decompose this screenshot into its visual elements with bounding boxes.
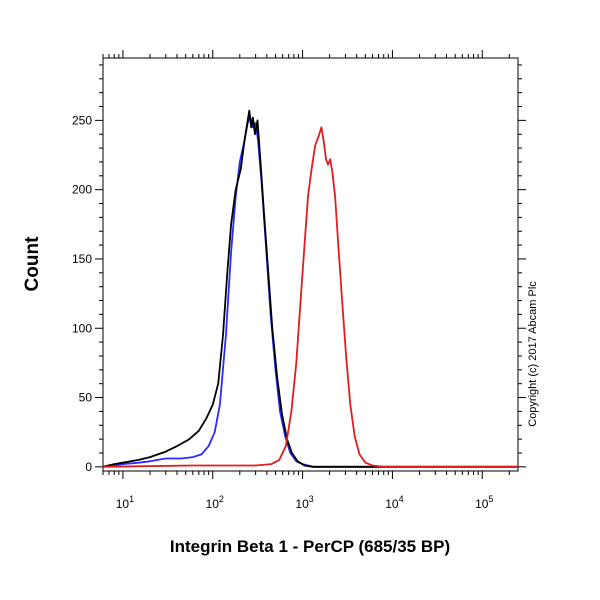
- x-tick-label: 105: [475, 494, 493, 511]
- x-tick-labels: 101 102 103 104 105: [116, 494, 494, 511]
- x-tick-label: 102: [206, 494, 224, 511]
- y-tick-label: 0: [85, 460, 92, 474]
- x-tick-label: 104: [385, 494, 403, 511]
- series-line-2: [102, 109, 518, 468]
- series-line-3: [102, 126, 518, 468]
- major-ticks: [95, 50, 526, 479]
- series-lines: [102, 109, 518, 468]
- x-axis-title: Integrin Beta 1 - PerCP (685/35 BP): [170, 537, 450, 556]
- y-tick-label: 250: [72, 113, 92, 127]
- series-line-1: [102, 116, 518, 468]
- y-tick-label: 100: [72, 321, 92, 335]
- plot-frame: [102, 57, 519, 472]
- minor-ticks: [99, 54, 522, 475]
- x-tick-label: 101: [116, 494, 134, 511]
- y-tick-label: 50: [79, 391, 93, 405]
- y-tick-labels: 0 50 100 150 200 250: [72, 113, 92, 473]
- copyright-annotation: Copyright (c) 2017 Abcam Plc: [527, 281, 539, 427]
- y-axis-title: Count: [22, 236, 43, 292]
- y-tick-label: 150: [72, 252, 92, 266]
- y-tick-label: 200: [72, 183, 92, 197]
- x-tick-label: 103: [295, 494, 313, 511]
